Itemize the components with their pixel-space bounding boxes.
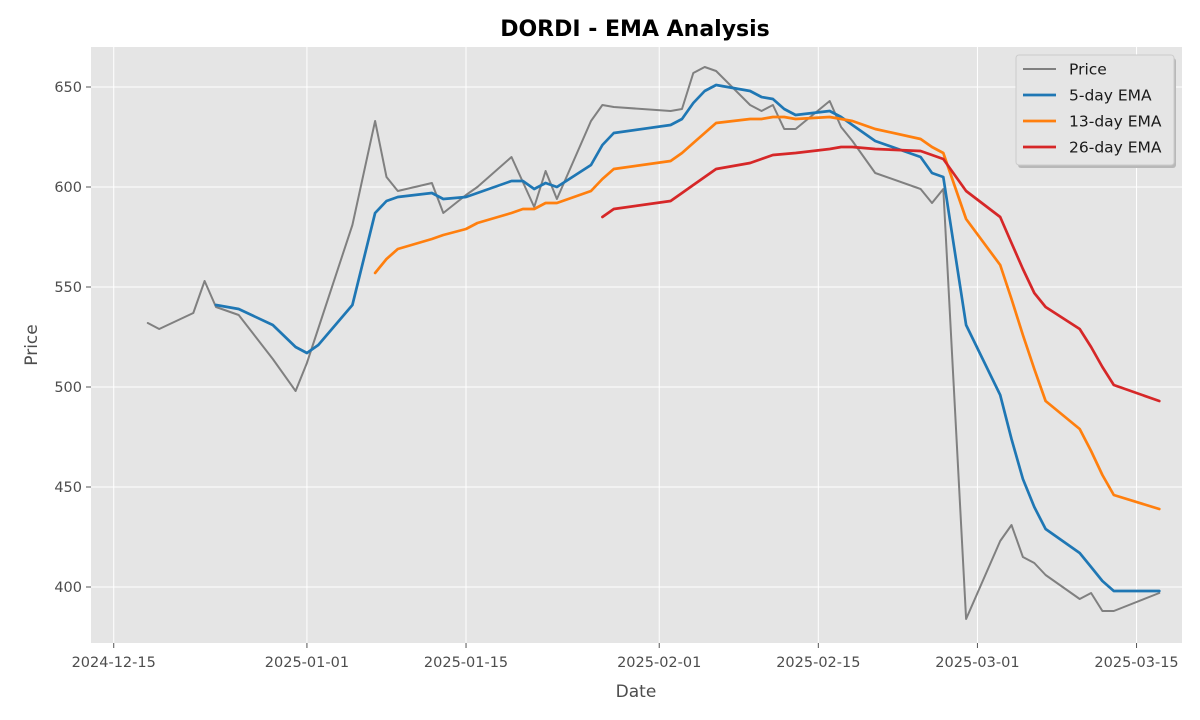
x-axis-label: Date (616, 682, 657, 702)
horizontal-gridlines (91, 86, 1182, 588)
legend-label: 26-day EMA (1069, 139, 1162, 157)
x-tick-label: 2025-02-01 (617, 655, 701, 671)
y-tick-label: 400 (54, 580, 82, 596)
y-tick-label: 600 (54, 180, 82, 196)
y-axis-label: Price (22, 324, 42, 365)
x-tick-label: 2025-03-01 (935, 655, 1019, 671)
y-axis-ticks: 400 450 500 550 600 650 (54, 80, 91, 596)
chart-title: DORDI - EMA Analysis (500, 17, 770, 42)
x-tick-label: 2025-01-01 (265, 655, 349, 671)
series-line-5-day-ema (214, 83, 1161, 593)
y-tick-label: 450 (54, 480, 82, 496)
vertical-gridlines (113, 47, 1138, 643)
y-tick-label: 550 (54, 280, 82, 296)
legend-label: 5-day EMA (1069, 87, 1152, 105)
x-tick-label: 2024-12-15 (72, 655, 156, 671)
legend-label: Price (1069, 61, 1107, 79)
x-tick-label: 2025-02-15 (776, 655, 860, 671)
legend-label: 13-day EMA (1069, 113, 1162, 131)
series-line-26-day-ema (601, 145, 1161, 403)
y-tick-label: 650 (54, 80, 82, 96)
x-tick-label: 2025-01-15 (424, 655, 508, 671)
plot-area (91, 47, 1182, 643)
y-tick-label: 500 (54, 380, 82, 396)
x-tick-label: 2025-03-15 (1094, 655, 1178, 671)
x-axis-ticks: 2024-12-15 2025-01-01 2025-01-15 2025-02-01… (72, 643, 1179, 671)
legend: Price 5-day EMA 13-day EMA 26-day EMA (1015, 54, 1176, 168)
series-lines (146, 66, 1161, 620)
series-line-13-day-ema (373, 115, 1161, 511)
series-line-price (146, 66, 1161, 620)
legend-box (1015, 54, 1175, 166)
